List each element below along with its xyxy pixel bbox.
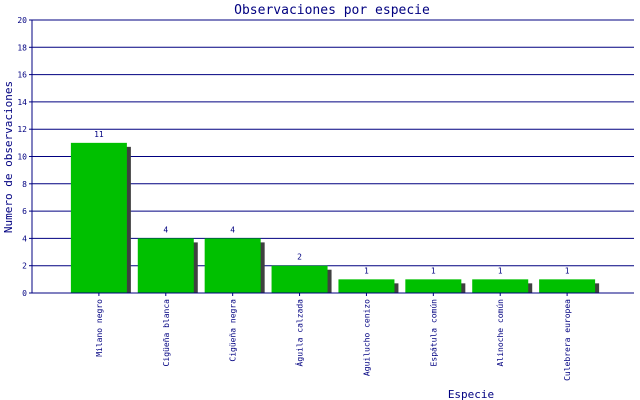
category-label: Cigüeña negra: [229, 299, 238, 362]
value-label: 2: [297, 253, 302, 262]
value-label: 1: [565, 266, 570, 275]
value-label: 4: [230, 225, 235, 234]
bars: [70, 142, 600, 293]
y-tick-label: 4: [22, 234, 27, 243]
y-tick-label: 2: [22, 262, 27, 271]
y-tick-label: 0: [22, 289, 27, 298]
bar: [472, 279, 529, 293]
grid-lines: [32, 19, 634, 293]
bar: [539, 279, 596, 293]
y-tick-label: 18: [17, 43, 27, 52]
y-axis-label: Numero de observaciones: [2, 81, 15, 233]
bar: [338, 279, 395, 293]
bar: [405, 279, 462, 293]
value-label: 1: [498, 266, 503, 275]
y-tick-label: 16: [17, 71, 27, 80]
value-label: 1: [431, 266, 436, 275]
y-tick-label: 20: [17, 16, 27, 25]
category-label: Alinoche común: [496, 299, 505, 367]
category-labels: Milano negro Cigüeña blanca Cigüeña negra Á…: [95, 293, 572, 381]
y-tick-label: 6: [22, 207, 27, 216]
y-tick-label: 8: [22, 180, 27, 189]
value-labels: 114 421 1 1 1: [94, 130, 570, 276]
y-tick-label: 12: [17, 125, 27, 134]
bar: [137, 238, 194, 293]
bar: [70, 142, 127, 293]
chart-title: Observaciones por especie: [234, 3, 430, 18]
y-tick-label: 14: [17, 98, 27, 107]
category-label: Culebrera europea: [563, 299, 572, 381]
bar: [204, 238, 261, 293]
bar: [271, 265, 328, 293]
value-label: 4: [163, 225, 168, 234]
category-label: Milano negro: [95, 299, 104, 357]
y-tick-label: 10: [17, 153, 27, 162]
value-label: 11: [94, 130, 104, 139]
category-label: Águila calzada: [294, 299, 305, 367]
category-label: Espátula común: [429, 299, 438, 367]
axes: [31, 20, 634, 294]
x-axis-label: Especie: [448, 388, 494, 400]
category-label: Aguilucho cenizo: [362, 299, 371, 376]
y-axis-ticks: 0 2 4 6 8 10 12 14 16 18 20: [17, 16, 32, 298]
value-label: 1: [364, 266, 369, 275]
category-label: Cigüeña blanca: [162, 299, 171, 367]
